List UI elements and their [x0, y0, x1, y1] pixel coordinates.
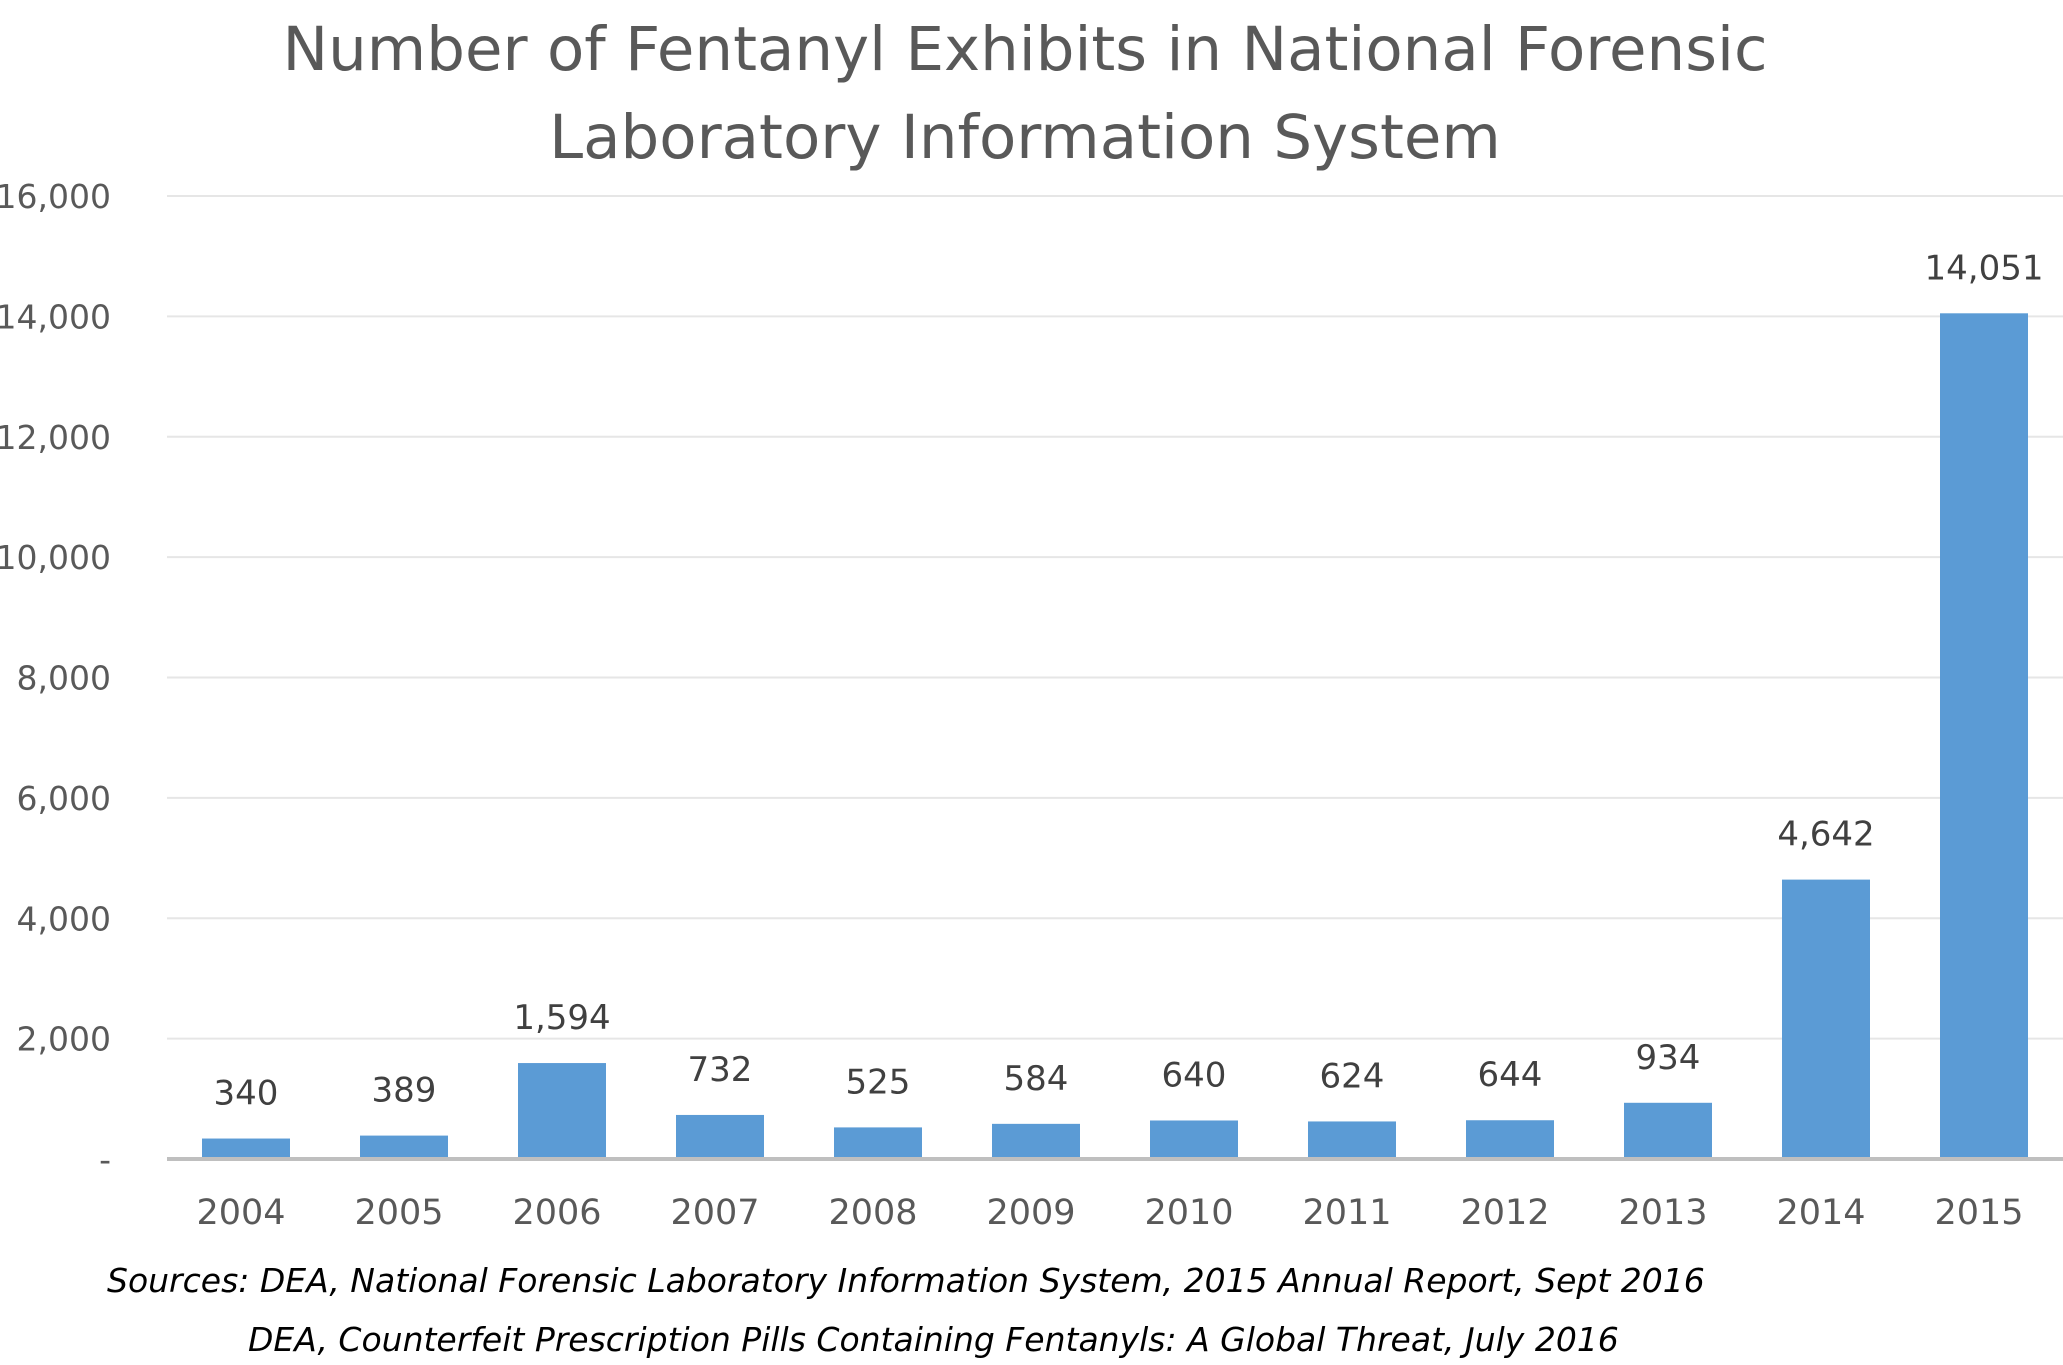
x-tick-label-2009: 2009 — [986, 1193, 1075, 1233]
bar-2013 — [1624, 1102, 1712, 1159]
y-tick-label: 6,000 — [17, 779, 111, 818]
x-tick-label-2012: 2012 — [1460, 1193, 1549, 1233]
x-tick-label-2015: 2015 — [1934, 1193, 2023, 1233]
bar-2011 — [1308, 1121, 1396, 1159]
bars — [202, 313, 2028, 1160]
data-label-2014: 4,642 — [1777, 815, 1874, 855]
y-tick-label: 2,000 — [17, 1020, 111, 1059]
data-label-2008: 525 — [846, 1062, 911, 1102]
x-tick-label-2011: 2011 — [1302, 1193, 1391, 1233]
data-label-2011: 624 — [1320, 1056, 1385, 1096]
bar-2004 — [202, 1138, 290, 1159]
x-axis-tick-labels: 2004 2005 2006 2007 2008 2009 2010 2011 2012 2013… — [196, 1193, 2023, 1233]
data-label-2004: 340 — [214, 1074, 279, 1114]
data-label-2010: 640 — [1162, 1055, 1227, 1095]
source-line-2: DEA, Counterfeit Prescription Pills Cont… — [248, 1320, 1619, 1359]
y-axis-tick-labels: - 2,000 4,000 6,000 8,000 10,000 12,000 14,000 1… — [0, 177, 111, 1179]
x-tick-label-2013: 2013 — [1618, 1193, 1707, 1233]
x-tick-label-2005: 2005 — [354, 1193, 443, 1233]
x-tick-label-2004: 2004 — [196, 1193, 285, 1233]
bar-2010 — [1150, 1120, 1238, 1159]
gridlines — [167, 195, 2063, 1040]
x-tick-label-2006: 2006 — [512, 1193, 601, 1233]
bar-2015 — [1940, 313, 2028, 1160]
bar-2005 — [360, 1135, 448, 1159]
y-tick-label: 14,000 — [0, 297, 111, 336]
data-label-2012: 644 — [1478, 1055, 1543, 1095]
x-tick-label-2008: 2008 — [828, 1193, 917, 1233]
y-tick-label: 10,000 — [0, 538, 111, 577]
data-label-2005: 389 — [372, 1071, 437, 1111]
x-tick-label-2007: 2007 — [670, 1193, 759, 1233]
data-label-2013: 934 — [1636, 1038, 1701, 1078]
bar-2009 — [992, 1123, 1080, 1159]
data-label-2009: 584 — [1004, 1059, 1069, 1099]
data-label-2015: 14,051 — [1925, 248, 2044, 288]
y-tick-label: 16,000 — [0, 177, 111, 216]
chart-title-line-2: Laboratory Information System — [549, 102, 1501, 173]
bar-2007 — [676, 1114, 764, 1159]
source-line-1: Sources: DEA, National Forensic Laborato… — [107, 1261, 1705, 1300]
y-tick-label: 12,000 — [0, 418, 111, 457]
y-tick-label: 4,000 — [17, 899, 111, 938]
chart-title: Number of Fentanyl Exhibits in National … — [283, 14, 1768, 173]
chart-title-line-1: Number of Fentanyl Exhibits in National … — [283, 14, 1768, 85]
data-label-2007: 732 — [688, 1050, 753, 1090]
x-tick-label-2014: 2014 — [1776, 1193, 1865, 1233]
bar-2008 — [834, 1127, 922, 1159]
bar-2014 — [1782, 879, 1870, 1159]
bar-2012 — [1466, 1120, 1554, 1159]
sources-note: Sources: DEA, National Forensic Laborato… — [107, 1261, 1705, 1359]
x-tick-label-2010: 2010 — [1144, 1193, 1233, 1233]
bar-2006 — [518, 1063, 606, 1159]
y-tick-label: 8,000 — [17, 659, 111, 698]
data-label-2006: 1,594 — [513, 998, 610, 1038]
y-tick-label: - — [99, 1140, 111, 1179]
data-labels: 340 389 1,594 732 525 584 640 624 644 934 4,642 14,… — [214, 248, 2044, 1113]
